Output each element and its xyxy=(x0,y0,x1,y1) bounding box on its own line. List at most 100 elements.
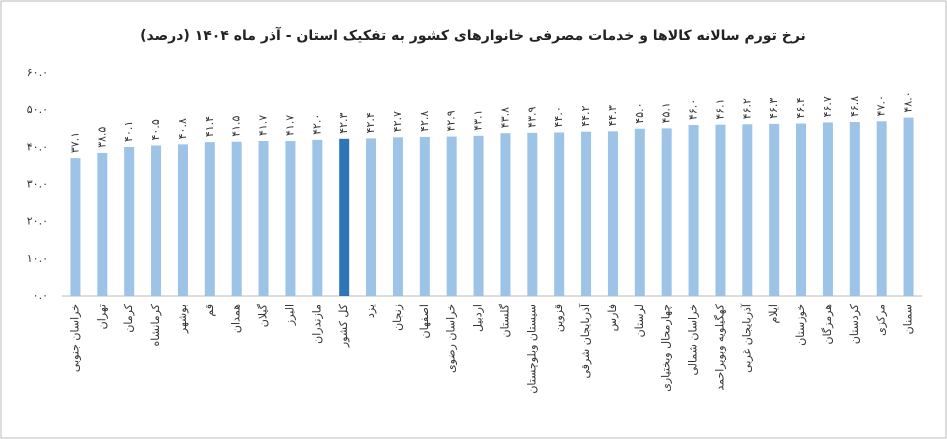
bar xyxy=(527,132,538,296)
bar xyxy=(392,137,403,296)
value-label: ۴۱.۷ xyxy=(257,115,270,136)
value-label: ۴۶.۴ xyxy=(794,97,807,118)
x-tick-label: البرز xyxy=(283,304,296,326)
value-label: ۳۷.۱ xyxy=(68,132,81,153)
x-tick-label: سمنان xyxy=(902,304,915,334)
value-label: ۴۶.۰ xyxy=(687,99,700,120)
y-tick-label: ۶۰.۰ xyxy=(27,66,48,79)
bar xyxy=(634,128,645,296)
value-label: ۴۱.۴ xyxy=(203,116,216,137)
x-tick-label: همدان xyxy=(230,304,243,333)
bar xyxy=(500,133,511,296)
value-label: ۴۲.۴ xyxy=(364,112,377,133)
bar xyxy=(231,141,242,296)
value-label: ۴۰.۵ xyxy=(149,119,162,140)
x-tick-label: خراسان رضوی xyxy=(445,304,458,373)
bar xyxy=(339,138,350,296)
bar xyxy=(446,136,457,296)
value-label: ۴۷.۰ xyxy=(875,95,888,116)
bar xyxy=(366,138,377,296)
value-label: ۴۱.۷ xyxy=(283,115,296,136)
value-label: ۴۰.۱ xyxy=(122,121,135,142)
y-tick-label: ۰.۰ xyxy=(33,289,48,302)
x-tick-label: کهگیلویه وبویراحمد xyxy=(713,303,726,390)
x-tick-label: یزد xyxy=(364,304,377,318)
x-tick-label: قم xyxy=(203,304,216,317)
value-label: ۴۸.۰ xyxy=(902,91,915,112)
bar xyxy=(204,142,215,296)
value-label: ۴۰.۸ xyxy=(176,118,189,139)
x-tick-label: آذربایجان غربی xyxy=(739,303,753,373)
bar xyxy=(151,145,162,296)
bar xyxy=(258,141,269,296)
x-tick-label: ایلام xyxy=(767,304,780,324)
bar xyxy=(742,124,753,296)
x-tick-label: کرمان xyxy=(122,303,135,332)
bar xyxy=(97,152,108,296)
value-label: ۴۲.۹ xyxy=(445,110,458,131)
bar xyxy=(769,123,780,296)
x-tick-label: بوشهر xyxy=(176,304,189,334)
bar xyxy=(70,158,81,296)
x-tick-label: مازندران xyxy=(310,304,323,344)
y-tick-label: ۳۰.۰ xyxy=(27,178,48,191)
bar xyxy=(581,131,592,296)
value-label: ۴۴.۲ xyxy=(579,105,592,126)
bar xyxy=(177,144,188,296)
value-label: ۴۴.۳ xyxy=(606,105,619,126)
x-tick-label: گیلان xyxy=(257,303,270,327)
bar xyxy=(849,122,860,296)
value-label: ۴۲.۷ xyxy=(391,111,404,132)
bar xyxy=(473,135,484,296)
value-label: ۴۶.۸ xyxy=(848,96,861,117)
x-tick-label: مرکزی xyxy=(875,304,888,336)
x-tick-label: اردبیل xyxy=(472,304,485,332)
x-tick-label: قزوین xyxy=(552,304,565,332)
x-tick-label: لرستان xyxy=(633,304,646,337)
value-label: ۴۲.۸ xyxy=(418,111,431,132)
bar xyxy=(124,146,135,296)
value-label: ۴۳.۸ xyxy=(498,107,511,128)
value-label: ۴۳.۹ xyxy=(525,107,538,128)
value-label: ۴۳.۱ xyxy=(472,110,485,131)
y-tick-label: ۴۰.۰ xyxy=(27,140,48,153)
bar xyxy=(607,131,618,296)
y-tick-label: ۲۰.۰ xyxy=(27,215,48,228)
bar xyxy=(312,139,323,296)
value-label: ۴۲.۰ xyxy=(310,114,323,135)
bar xyxy=(554,132,565,296)
x-tick-label: خوزستان xyxy=(794,304,807,346)
value-label: ۴۶.۷ xyxy=(821,96,834,117)
x-tick-label: هرمزگان xyxy=(821,304,834,345)
chart-title: نرخ تورم سالانه کالاها و خدمات مصرفی خان… xyxy=(140,26,806,44)
x-tick-label: کردستان xyxy=(848,303,861,344)
value-label: ۴۶.۲ xyxy=(740,98,753,119)
value-label: ۴۲.۳ xyxy=(337,112,350,133)
x-tick-label: خراسان شمالی xyxy=(687,304,700,376)
value-label: ۳۸.۵ xyxy=(95,127,108,148)
bar xyxy=(796,123,807,297)
bar xyxy=(903,117,914,296)
x-tick-label: کل کشور xyxy=(337,303,350,348)
bar xyxy=(822,122,833,296)
value-label: ۴۱.۵ xyxy=(230,115,243,136)
value-label: ۴۶.۱ xyxy=(713,98,726,119)
x-tick-label: تهران xyxy=(95,304,108,329)
x-tick-label: گلستان xyxy=(498,303,511,337)
value-label: ۴۴.۰ xyxy=(552,106,565,127)
bar xyxy=(876,121,887,296)
x-tick-label: خراسان جنوبی xyxy=(68,304,81,372)
x-tick-label: آذربایجان شرقی xyxy=(578,303,592,378)
value-label: ۴۵.۰ xyxy=(633,103,646,124)
x-tick-label: اصفهان xyxy=(418,304,431,338)
value-label: ۴۶.۳ xyxy=(767,98,780,119)
x-tick-label: سیستان وبلوچستان xyxy=(525,304,538,394)
y-tick-label: ۵۰.۰ xyxy=(27,103,48,116)
bar xyxy=(661,128,672,296)
x-tick-label: زنجان xyxy=(391,304,404,331)
bar xyxy=(285,141,296,296)
value-label: ۴۵.۱ xyxy=(660,102,673,123)
bar xyxy=(715,124,726,296)
x-tick-label: کرمانشاه xyxy=(149,303,162,346)
